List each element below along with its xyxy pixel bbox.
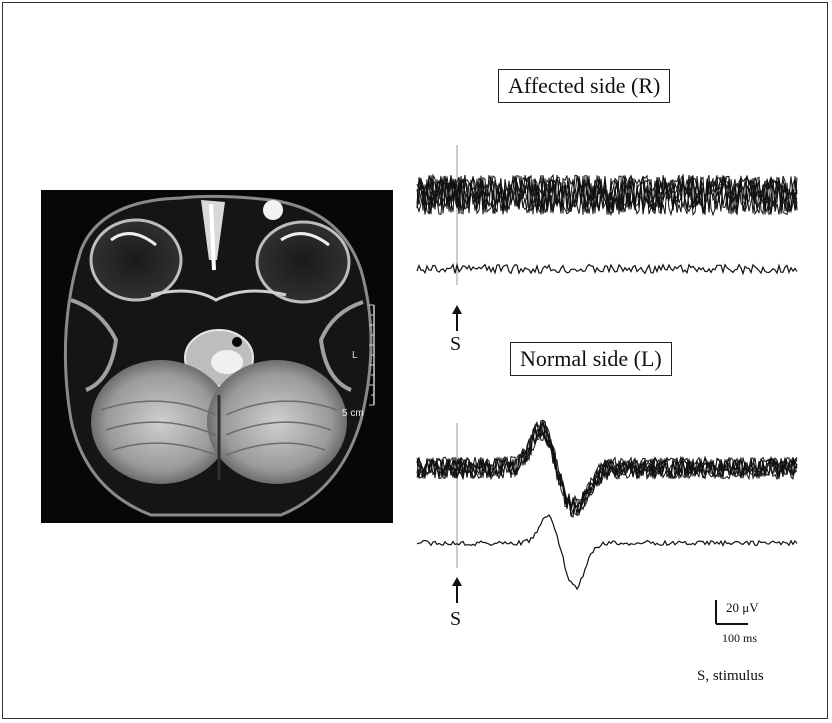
- normal-sweep-trace: [416, 419, 798, 518]
- stimulus-marker-affected: S: [450, 333, 462, 355]
- normal-trace-group: [416, 419, 798, 591]
- scale-bar: [715, 600, 748, 625]
- scale-amplitude-label: 20 μV: [726, 600, 759, 615]
- affected-average-trace: [416, 262, 798, 276]
- normal-side-label: Normal side (L): [510, 342, 672, 376]
- stimulus-legend-note: S, stimulus: [697, 668, 764, 684]
- stimulus-marker-normal: S: [450, 608, 462, 630]
- affected-sweep-trace: [416, 174, 798, 217]
- normal-sweep-trace: [416, 419, 798, 517]
- mri-side-marker: L: [352, 350, 358, 361]
- eeg-traces: [416, 145, 798, 591]
- affected-side-label: Affected side (R): [498, 69, 671, 103]
- scale-time-label: 100 ms: [722, 631, 758, 645]
- affected-sweep-trace: [416, 175, 798, 216]
- stimulus-arrow-icon: [452, 305, 462, 331]
- normal-average-trace: [416, 514, 798, 591]
- mri-scale-label: 5 cm: [342, 408, 364, 419]
- affected-trace-group: [416, 173, 798, 276]
- mri-axial-image: L 5 cm: [41, 190, 393, 523]
- affected-sweep-trace: [416, 173, 798, 216]
- stimulus-arrow-icon: [452, 577, 462, 603]
